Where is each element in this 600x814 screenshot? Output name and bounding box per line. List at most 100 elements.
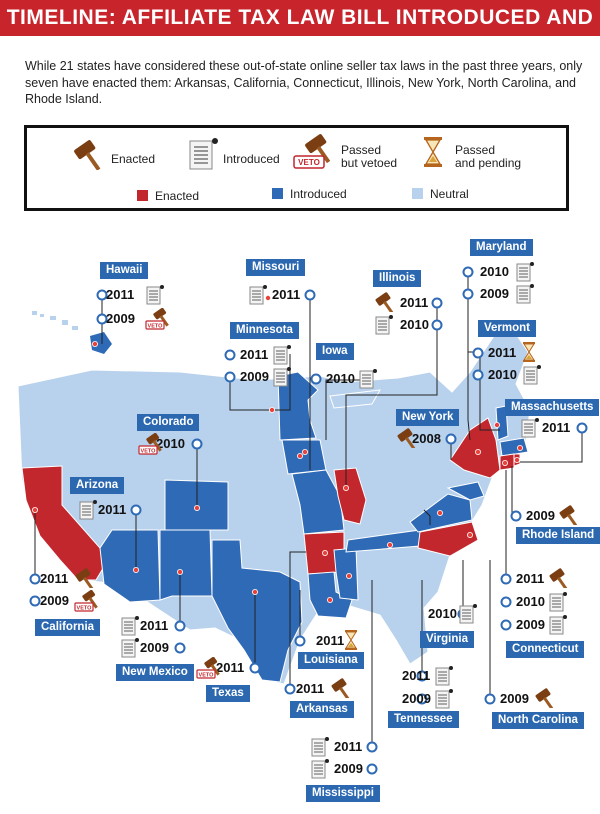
year-new-mexico-0: 2011 <box>140 618 169 633</box>
connector-dot-connecticut-0 <box>500 573 512 585</box>
leader-lines <box>34 271 583 746</box>
connector-dot-minnesota-1 <box>224 371 236 383</box>
connector-dot-iowa-0 <box>310 373 322 385</box>
map-dot-rhode-island <box>514 456 521 463</box>
label-illinois: Illinois <box>373 270 422 287</box>
document-icon <box>358 368 378 395</box>
map-dot-iowa <box>296 452 303 459</box>
year-texas-0: 2011 <box>216 660 245 675</box>
label-virginia: Virginia <box>420 631 474 648</box>
year-connecticut-0: 2011 <box>516 571 545 586</box>
year-tennessee-0: 2011 <box>402 668 431 683</box>
gavel-icon <box>396 428 418 453</box>
map-dot-mississippi <box>345 573 352 580</box>
year-hawaii-1: 2009 <box>106 311 135 326</box>
connector-dot-louisiana-0 <box>294 635 306 647</box>
year-mississippi-0: 2011 <box>334 739 363 754</box>
connector-dot-hawaii-0 <box>96 289 108 301</box>
veto-icon: VETO <box>138 432 164 460</box>
label-vermont: Vermont <box>478 320 537 337</box>
map-dot-new-york <box>474 448 481 455</box>
map-dot-minnesota <box>268 406 275 413</box>
connector-dot-north-carolina-0 <box>484 693 496 705</box>
state-north-carolina <box>417 521 479 557</box>
gavel-icon <box>534 688 556 713</box>
state-new-york <box>449 417 501 479</box>
legend-color-neutral: Neutral <box>430 187 469 201</box>
state-illinois <box>333 467 367 525</box>
label-tennessee: Tennessee <box>388 711 459 728</box>
legend-box: Enacted Introduced VETO Passed but vetoe… <box>24 125 569 211</box>
map-dot-connecticut <box>501 459 508 466</box>
state-massachusetts <box>499 437 529 457</box>
map-dot-vermont <box>493 421 500 428</box>
year-tennessee-1: 2009 <box>402 691 431 706</box>
connector-dot-texas-0 <box>249 662 261 674</box>
document-icon <box>434 688 454 715</box>
connector-dot-arizona-0 <box>130 504 142 516</box>
legend-color-introduced: Introduced <box>290 187 347 201</box>
connector-dot-maryland-0 <box>462 266 474 278</box>
legend-icon-introduced: Introduced <box>223 152 280 166</box>
veto-icon: VETO <box>196 656 222 684</box>
label-arkansas: Arkansas <box>290 701 354 718</box>
veto-icon: VETO <box>74 589 100 617</box>
connector-dot-new-mexico-0 <box>174 620 186 632</box>
legend-swatch-enacted <box>137 190 148 201</box>
label-north-carolina: North Carolina <box>492 712 584 729</box>
legend-icon-pending-line2: and pending <box>455 156 522 170</box>
year-california-0: 2011 <box>40 571 69 586</box>
label-new-york: New York <box>396 409 460 426</box>
state-arizona <box>99 529 161 603</box>
veto-icon: VETO <box>145 307 171 335</box>
label-missouri: Missouri <box>246 259 306 276</box>
connector-dot-maryland-1 <box>462 288 474 300</box>
label-arizona: Arizona <box>70 477 125 494</box>
hawaii-big-island <box>90 332 112 354</box>
label-texas: Texas <box>206 685 250 702</box>
year-mississippi-1: 2009 <box>334 761 363 776</box>
document-icon <box>522 364 542 391</box>
map-dot-illinois <box>301 448 308 455</box>
state-texas <box>211 539 303 683</box>
connector-dot-vermont-1 <box>472 369 484 381</box>
document-icon <box>310 736 330 763</box>
label-maryland: Maryland <box>470 239 533 256</box>
document-icon <box>272 344 292 371</box>
connector-dot-hawaii-1 <box>96 313 108 325</box>
gavel-icon <box>374 292 396 317</box>
year-vermont-0: 2011 <box>488 345 517 360</box>
document-icon <box>458 603 478 630</box>
svg-text:VETO: VETO <box>77 606 93 612</box>
document-icon <box>78 499 98 526</box>
document-icon <box>515 261 535 288</box>
legend-swatch-introduced <box>272 188 283 199</box>
year-louisiana-0: 2011 <box>316 633 345 648</box>
legend-color-enacted: Enacted <box>155 189 200 203</box>
label-rhode-island: Rhode Island <box>516 527 600 544</box>
year-arizona-0: 2011 <box>98 502 127 517</box>
connector-dot-california-1 <box>29 595 41 607</box>
connector-dot-rhode-island-0 <box>510 510 522 522</box>
document-icon <box>548 614 568 641</box>
document-icon <box>310 758 330 785</box>
document-icon <box>120 615 140 642</box>
year-new-mexico-1: 2009 <box>140 640 169 655</box>
hourglass-icon <box>344 630 358 655</box>
hourglass-icon <box>522 342 536 367</box>
year-california-1: 2009 <box>40 593 69 608</box>
svg-text:VETO: VETO <box>141 449 157 455</box>
map-dot-arizona <box>132 567 139 574</box>
veto-icon: VETO <box>293 134 331 169</box>
label-hawaii: Hawaii <box>100 262 149 279</box>
page-title: TIMELINE: AFFILIATE TAX LAW BILL INTRODU… <box>0 0 600 65</box>
state-shapes <box>21 371 529 683</box>
label-connecticut: Connecticut <box>506 641 585 658</box>
year-maryland-1: 2009 <box>480 286 509 301</box>
legend-icon-enacted: Enacted <box>111 152 156 166</box>
year-maryland-0: 2010 <box>480 264 509 279</box>
gavel-icon <box>558 505 580 530</box>
document-icon <box>120 637 140 664</box>
year-new-york-0: 2008 <box>412 431 441 446</box>
year-minnesota-0: 2011 <box>240 347 269 362</box>
